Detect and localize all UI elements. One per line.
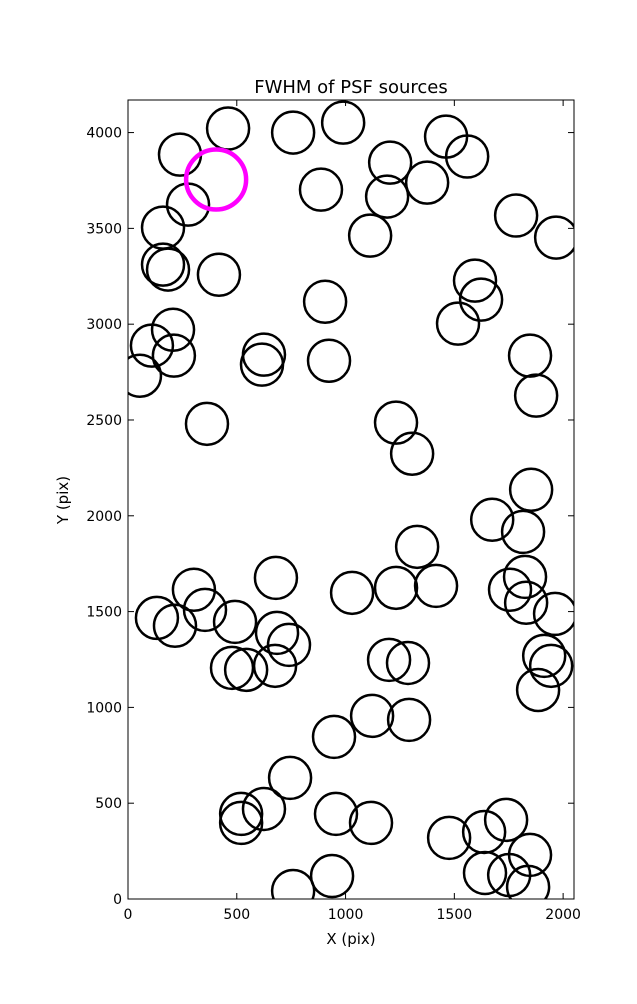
source-marker bbox=[502, 554, 548, 600]
source-marker bbox=[404, 160, 450, 205]
source-marker bbox=[413, 563, 459, 609]
source-marker bbox=[532, 591, 574, 637]
source-marker bbox=[302, 279, 348, 325]
source-marker bbox=[347, 213, 393, 258]
x-tick-label: 0 bbox=[124, 907, 133, 923]
source-marker bbox=[145, 247, 191, 292]
source-marker bbox=[182, 587, 228, 633]
source-marker bbox=[444, 134, 490, 179]
source-marker bbox=[505, 864, 551, 899]
x-tick-label: 1500 bbox=[437, 907, 473, 923]
y-axis-label: Y (pix) bbox=[54, 476, 72, 525]
source-marker bbox=[311, 714, 357, 760]
source-marker bbox=[366, 637, 412, 683]
plot-frame bbox=[127, 99, 575, 900]
x-axis-label: X (pix) bbox=[326, 930, 375, 948]
source-marker bbox=[515, 667, 561, 713]
source-marker bbox=[252, 643, 298, 689]
source-marker bbox=[270, 110, 316, 155]
source-marker bbox=[386, 697, 432, 743]
source-marker bbox=[348, 800, 394, 846]
source-marker bbox=[483, 797, 529, 843]
source-marker bbox=[270, 868, 316, 899]
source-marker bbox=[394, 524, 440, 570]
y-tick-label: 3000 bbox=[86, 317, 122, 333]
source-marker bbox=[458, 277, 504, 322]
source-marker bbox=[385, 640, 431, 686]
source-marker bbox=[469, 497, 515, 543]
y-tick-label: 4000 bbox=[86, 126, 122, 142]
source-marker bbox=[298, 167, 344, 212]
y-tick-label: 1000 bbox=[86, 700, 122, 716]
source-marker bbox=[373, 400, 419, 445]
source-marker bbox=[212, 599, 258, 645]
source-marker bbox=[528, 643, 574, 689]
source-marker bbox=[140, 242, 186, 287]
source-marker bbox=[218, 791, 264, 837]
source-marker bbox=[171, 567, 217, 612]
source-marker bbox=[364, 174, 410, 219]
source-marker bbox=[329, 570, 375, 616]
source-marker bbox=[218, 800, 264, 846]
y-tick-label: 500 bbox=[95, 796, 122, 812]
source-marker bbox=[254, 610, 300, 656]
source-marker bbox=[426, 815, 472, 861]
source-marker bbox=[367, 140, 413, 185]
source-marker bbox=[151, 333, 197, 378]
source-marker bbox=[205, 106, 251, 151]
source-marker bbox=[373, 565, 419, 611]
y-tick-label: 1500 bbox=[86, 605, 122, 621]
source-marker bbox=[521, 633, 567, 679]
source-marker bbox=[313, 791, 359, 837]
chart-title: FWHM of PSF sources bbox=[254, 77, 448, 98]
source-marker bbox=[196, 252, 242, 297]
source-marker bbox=[152, 603, 198, 649]
source-marker bbox=[500, 509, 546, 555]
source-marker bbox=[320, 100, 366, 145]
source-marker bbox=[462, 850, 508, 896]
source-marker bbox=[533, 215, 574, 260]
source-marker bbox=[513, 373, 559, 418]
source-marker bbox=[134, 595, 180, 641]
source-marker bbox=[129, 323, 175, 368]
source-marker bbox=[503, 580, 549, 626]
source-marker bbox=[435, 301, 481, 346]
source-marker bbox=[184, 401, 230, 447]
y-tick-label: 0 bbox=[113, 892, 122, 908]
y-tick-label: 3500 bbox=[86, 221, 122, 237]
plot-area bbox=[128, 100, 574, 899]
source-marker bbox=[239, 342, 285, 387]
source-marker bbox=[306, 338, 352, 384]
x-tick-label: 2000 bbox=[545, 907, 581, 923]
highlighted-source bbox=[183, 147, 249, 212]
source-marker bbox=[508, 467, 554, 512]
source-marker bbox=[223, 647, 269, 693]
source-marker bbox=[487, 567, 533, 612]
y-tick-label: 2500 bbox=[86, 413, 122, 429]
source-marker bbox=[241, 786, 287, 832]
source-marker bbox=[389, 431, 435, 476]
source-marker bbox=[349, 693, 395, 739]
source-marker bbox=[309, 853, 355, 899]
y-tick-label: 2000 bbox=[86, 509, 122, 525]
source-marker bbox=[128, 353, 163, 398]
x-tick-label: 1000 bbox=[328, 907, 364, 923]
x-tick-label: 500 bbox=[223, 907, 250, 923]
source-marker bbox=[267, 755, 313, 801]
source-marker bbox=[253, 555, 299, 601]
source-marker bbox=[493, 193, 539, 238]
source-marker bbox=[452, 258, 498, 303]
